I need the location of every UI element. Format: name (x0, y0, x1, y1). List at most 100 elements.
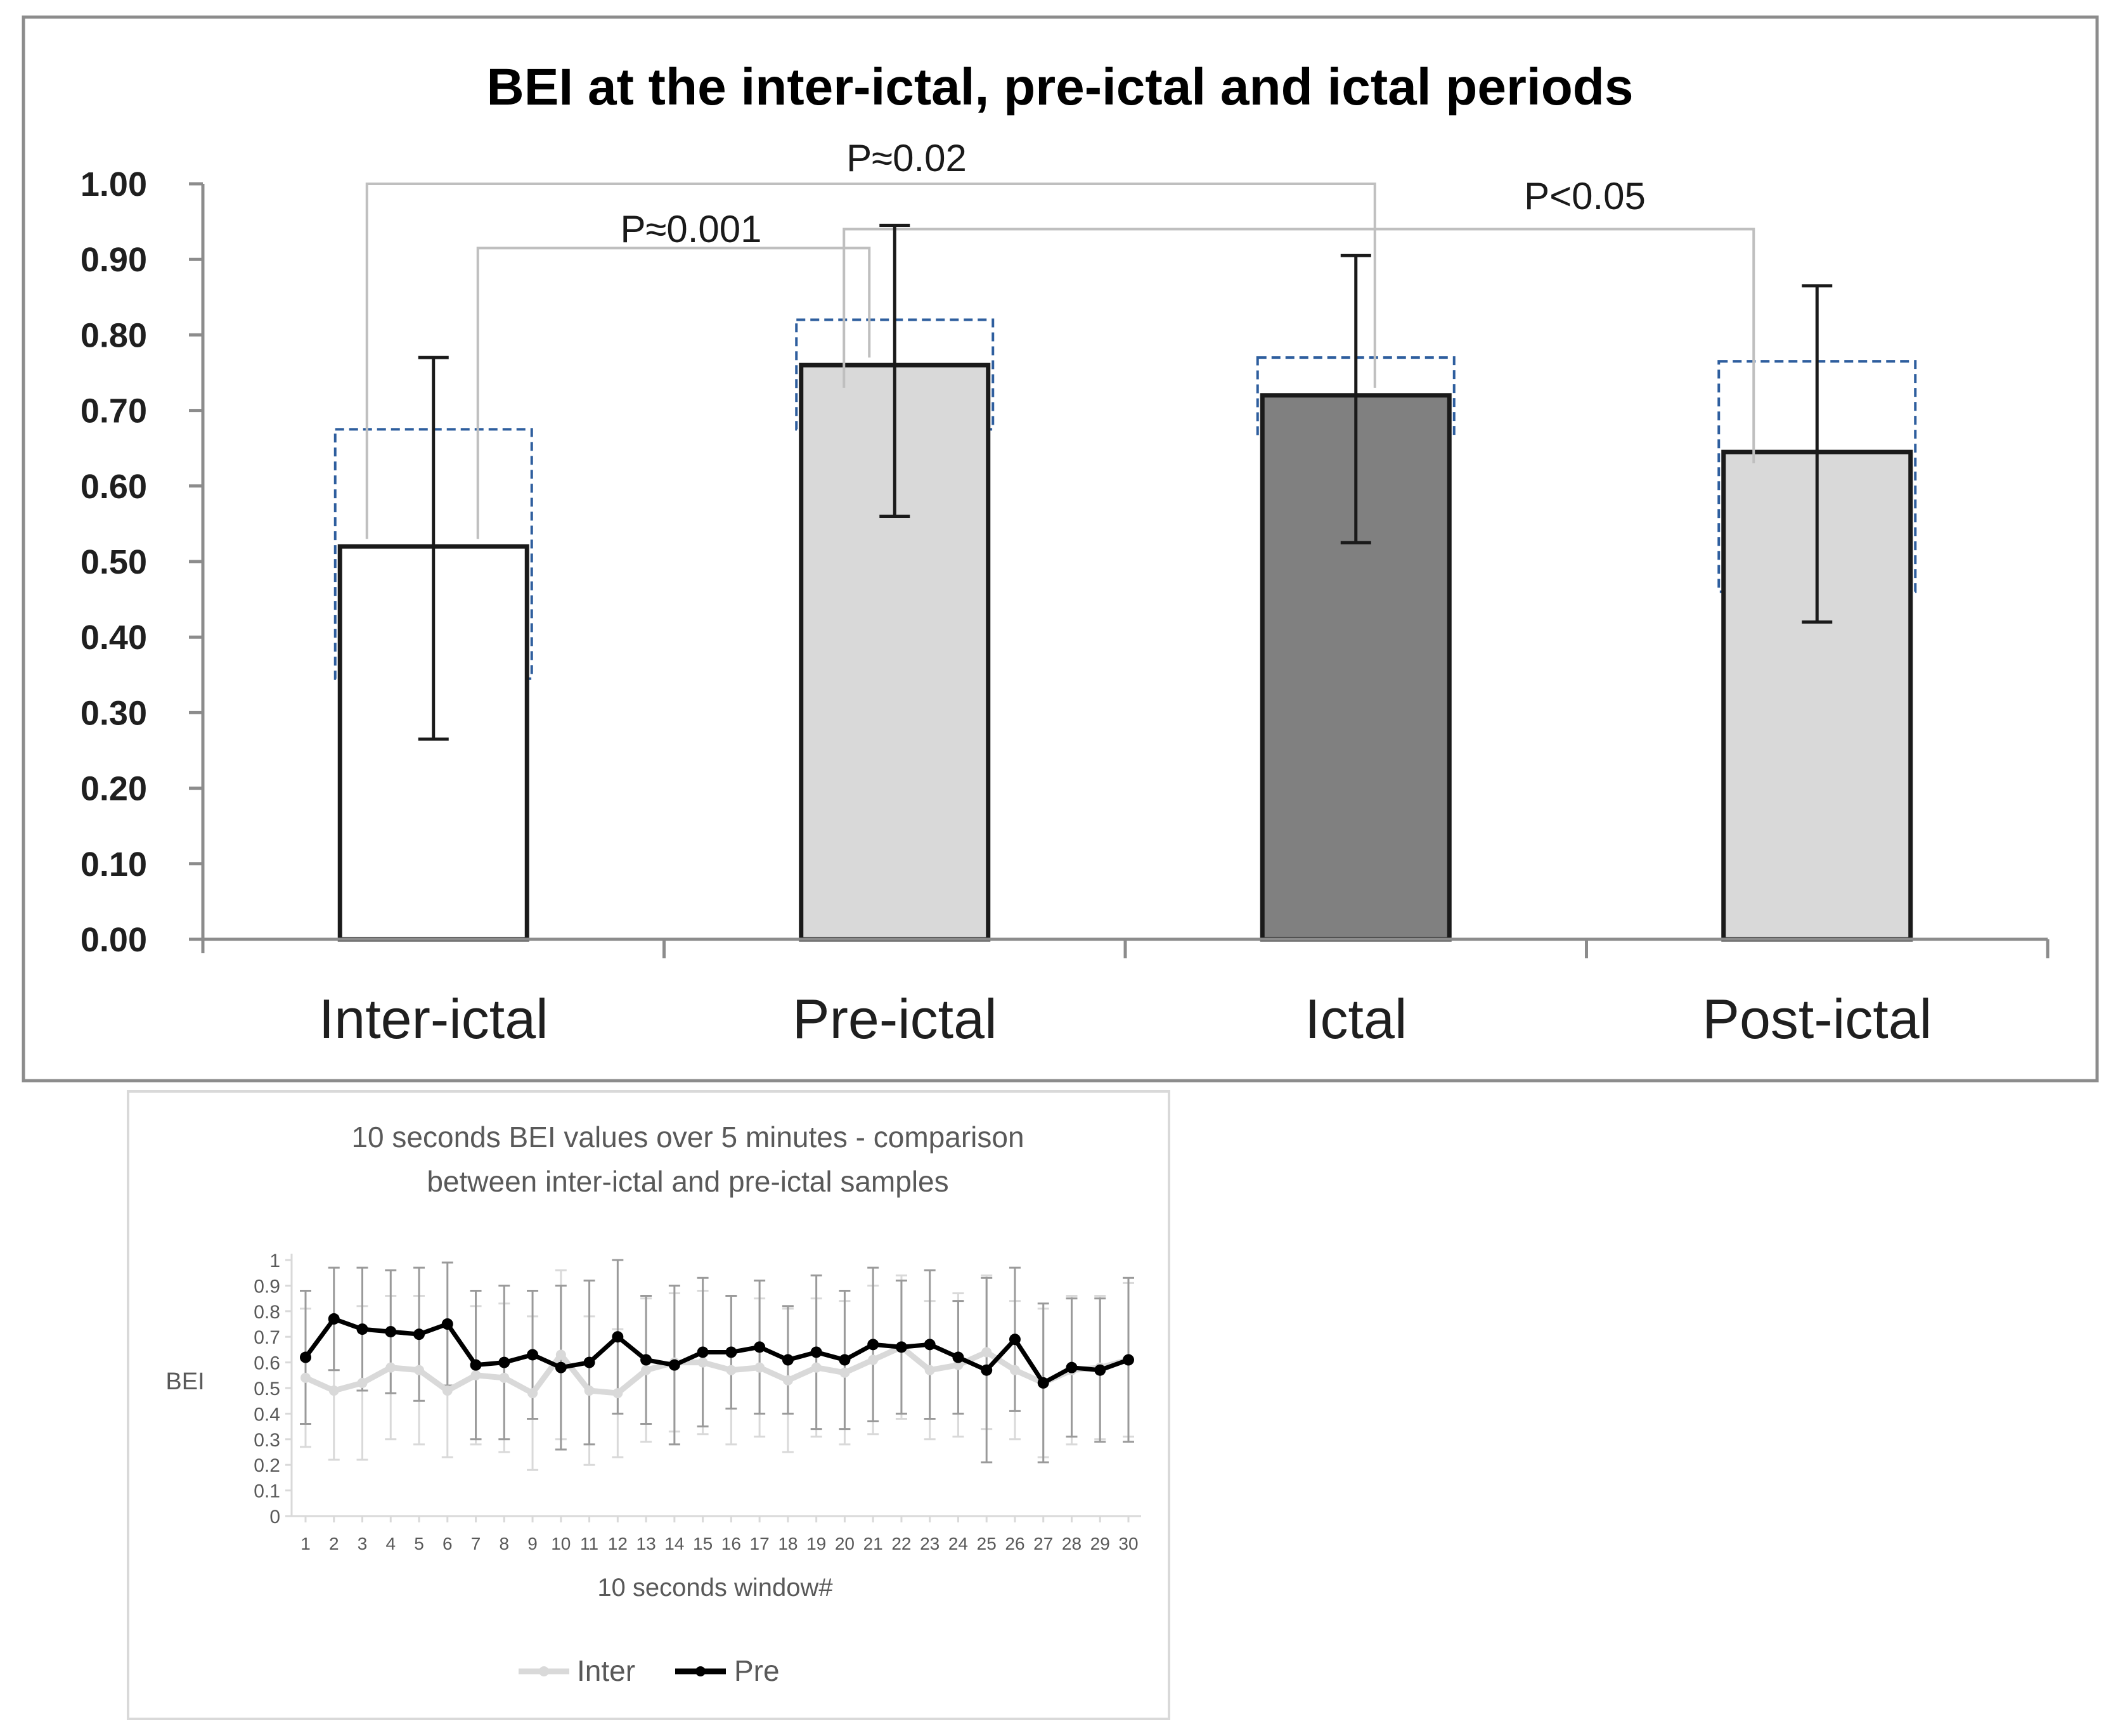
line-chart-y-tick-label: 0.1 (254, 1481, 280, 1502)
line-chart-x-tick-label: 2 (329, 1534, 339, 1553)
line-chart-x-tick-label: 27 (1033, 1534, 1053, 1553)
line-chart-x-tick-label: 23 (920, 1534, 940, 1553)
line-chart-x-tick-label: 15 (693, 1534, 713, 1553)
inter-point (697, 1357, 708, 1368)
line-chart-x-tick-label: 29 (1090, 1534, 1110, 1553)
y-tick-label: 0.10 (81, 845, 147, 884)
pre-point (300, 1351, 311, 1363)
inter-point (754, 1362, 765, 1373)
y-tick-label: 0.80 (81, 316, 147, 354)
inter-point (300, 1372, 311, 1383)
inter-point (839, 1367, 850, 1378)
pre-point (1009, 1334, 1021, 1346)
line-chart-x-tick-label: 17 (750, 1534, 770, 1553)
pre-point (385, 1326, 397, 1338)
pre-point (810, 1346, 822, 1358)
line-chart-y-tick-label: 0 (269, 1507, 280, 1527)
line-chart-x-tick-label: 19 (806, 1534, 826, 1553)
legend-pre-label: Pre (734, 1654, 780, 1687)
line-chart-x-tick-label: 20 (835, 1534, 855, 1553)
line-chart-x-tick-label: 1 (300, 1534, 311, 1553)
line-chart-x-tick-label: 18 (778, 1534, 798, 1553)
line-chart-x-tick-label: 5 (414, 1534, 424, 1553)
y-tick-label: 0.90 (81, 241, 147, 279)
line-chart-y-tick-label: 0.6 (254, 1353, 280, 1374)
inter-point (414, 1365, 425, 1375)
pre-point (1066, 1361, 1078, 1373)
x-category-label: Ictal (1305, 987, 1407, 1050)
line-chart-y-label: BEI (165, 1368, 204, 1395)
y-tick-label: 0.00 (81, 921, 147, 959)
line-chart-x-tick-label: 16 (721, 1534, 741, 1553)
inter-point (953, 1360, 964, 1370)
line-chart-x-tick-label: 9 (527, 1534, 538, 1553)
y-tick-label: 1.00 (81, 165, 147, 203)
line-chart-x-tick-label: 30 (1118, 1534, 1138, 1553)
line-chart-y-tick-label: 0.7 (254, 1327, 280, 1348)
line-chart-x-tick-label: 28 (1062, 1534, 1082, 1553)
inter-point (612, 1388, 623, 1399)
pre-point (555, 1361, 567, 1373)
pre-point (328, 1313, 340, 1325)
pre-point (725, 1346, 737, 1358)
line-chart-y-tick-label: 0.5 (254, 1379, 280, 1399)
pre-point (1037, 1377, 1049, 1389)
chart-title: BEI at the inter-ictal, pre-ictal and ic… (487, 58, 1634, 116)
inter-point (584, 1386, 595, 1396)
y-tick-label: 0.20 (81, 770, 147, 808)
significance-label: P<0.05 (1524, 175, 1646, 217)
pre-point (1094, 1364, 1106, 1376)
line-chart-title-line-2: between inter-ictal and pre-ictal sample… (427, 1165, 948, 1198)
inter-point (328, 1386, 339, 1396)
pre-point (612, 1331, 624, 1343)
pre-point (583, 1356, 595, 1368)
significance-label: P≈0.02 (846, 137, 967, 179)
y-tick-label: 0.60 (81, 468, 147, 506)
significance-bracket (843, 228, 1755, 464)
pre-point (895, 1341, 907, 1353)
line-chart-x-tick-label: 22 (891, 1534, 911, 1553)
y-tick-label: 0.50 (81, 543, 147, 581)
inter-point (499, 1372, 510, 1383)
line-chart-x-tick-label: 14 (664, 1534, 684, 1553)
line-chart-x-tick-label: 21 (863, 1534, 883, 1553)
inter-point (555, 1349, 566, 1360)
pre-point (867, 1339, 879, 1351)
significance-bracket (365, 183, 1376, 539)
pre-point (356, 1323, 368, 1335)
pre-point (527, 1349, 539, 1361)
line-chart-y-tick-label: 1 (269, 1251, 280, 1271)
pre-point (1123, 1354, 1134, 1366)
line-chart-x-tick-label: 25 (977, 1534, 997, 1553)
pre-point (697, 1346, 709, 1358)
bei-bar-chart: BEI at the inter-ictal, pre-ictal and ic… (22, 15, 2099, 1083)
inter-point (782, 1375, 793, 1386)
inter-point (442, 1386, 453, 1396)
line-chart-x-tick-label: 12 (608, 1534, 628, 1553)
x-category-label: Post-ictal (1702, 987, 1932, 1050)
inter-point (470, 1370, 481, 1380)
inter-point (811, 1362, 822, 1373)
x-category-label: Inter-ictal (319, 987, 548, 1050)
pre-point (754, 1341, 766, 1353)
line-chart-x-tick-label: 11 (580, 1534, 598, 1553)
line-chart-y-tick-label: 0.3 (254, 1430, 280, 1451)
line-chart-y-tick-label: 0.9 (254, 1276, 280, 1297)
line-chart-y-tick-label: 0.4 (254, 1404, 280, 1425)
legend-inter-label: Inter (577, 1654, 635, 1687)
pre-point (952, 1351, 964, 1363)
pre-point (640, 1354, 652, 1366)
pre-point (839, 1354, 851, 1366)
line-chart-x-tick-label: 6 (442, 1534, 453, 1553)
line-chart-legend: Inter Pre (519, 1654, 780, 1687)
inter-point (981, 1347, 992, 1358)
line-chart-x-tick-label: 8 (500, 1534, 510, 1553)
inter-point (924, 1365, 935, 1375)
pre-point (413, 1328, 425, 1341)
inter-point (1009, 1365, 1020, 1375)
inter-point (641, 1365, 652, 1375)
y-tick-label: 0.70 (81, 392, 147, 430)
line-chart-x-label: 10 seconds window# (597, 1574, 833, 1602)
x-category-label: Pre-ictal (792, 987, 997, 1050)
